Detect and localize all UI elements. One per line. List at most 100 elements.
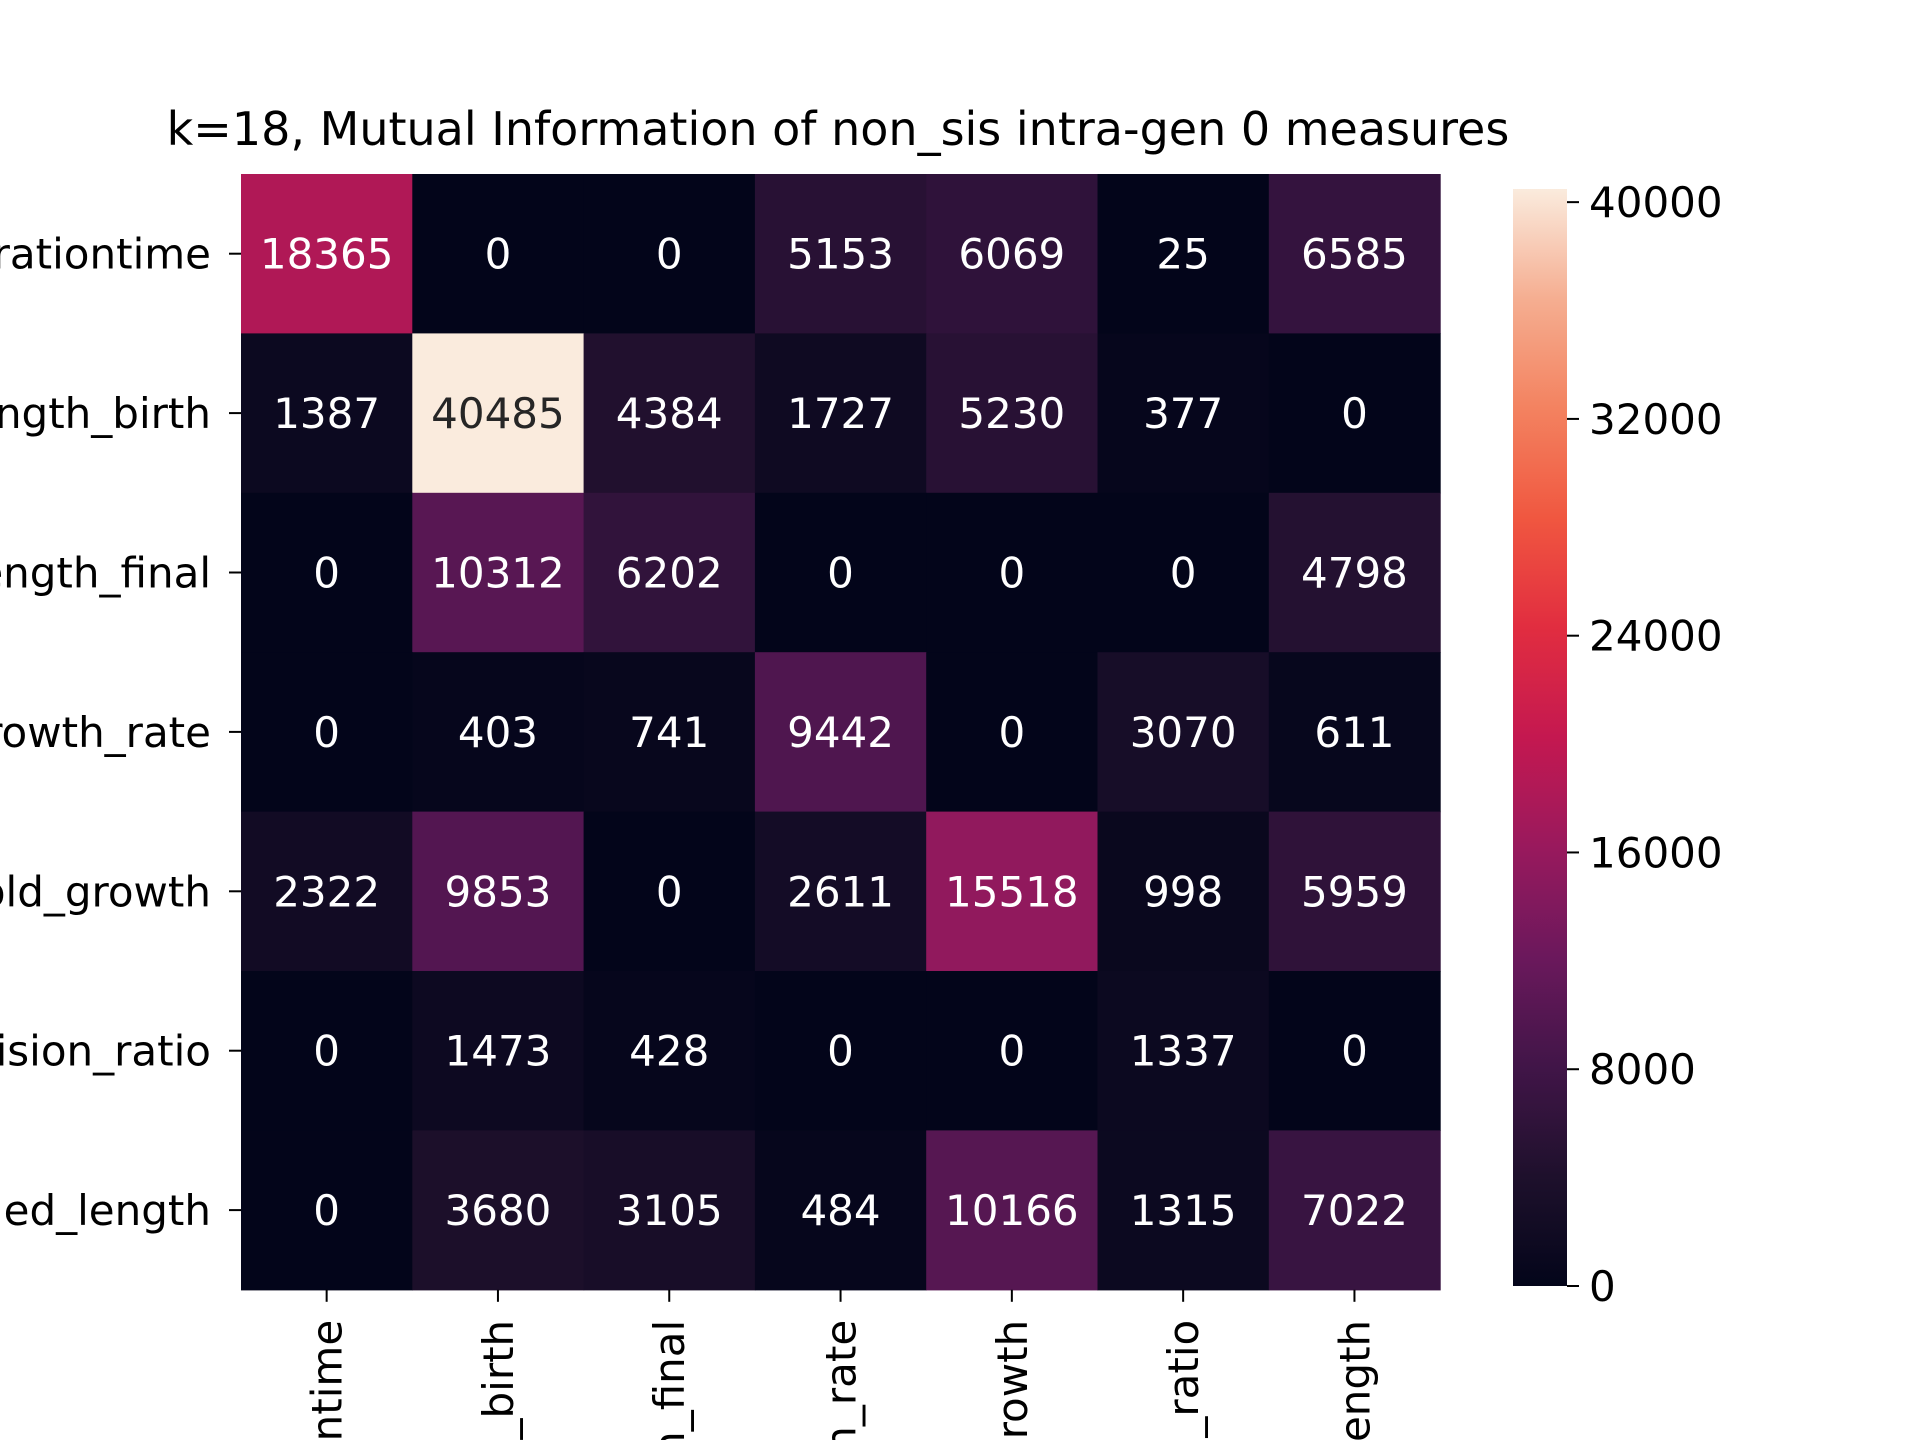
colorbar-tick-label: 40000 xyxy=(1589,178,1723,227)
heatmap-cell xyxy=(241,333,413,494)
heatmap-cell xyxy=(583,492,756,653)
cell-value-label: 1337 xyxy=(1130,1027,1237,1076)
heatmap-cell xyxy=(754,652,927,813)
heatmap-cell xyxy=(1097,174,1270,334)
heatmap-cell xyxy=(1268,333,1441,494)
y-tick-label: rationtime xyxy=(0,230,211,279)
cell-value-label: 10312 xyxy=(431,549,565,598)
cell-value-label: 0 xyxy=(313,708,340,757)
colorbar-gradient xyxy=(1513,189,1567,1286)
y-tick-label: led_length xyxy=(0,1186,211,1235)
heatmap-cell xyxy=(926,1130,1099,1291)
y-axis: rationtime ngth_birth ength_final rowth_rat… xyxy=(0,230,241,1235)
cell-value-label: 403 xyxy=(458,708,538,757)
cell-value-label: 428 xyxy=(629,1027,709,1076)
heatmap-cell xyxy=(1097,492,1270,653)
cell-value-label: 0 xyxy=(1341,1027,1368,1076)
heatmap-cell xyxy=(1097,971,1270,1131)
cell-value-label: 9853 xyxy=(445,867,552,916)
x-tick-label: h_rate xyxy=(817,1320,866,1440)
heatmap-cell xyxy=(583,811,756,972)
x-tick-label: growth xyxy=(988,1320,1037,1440)
heatmap-cell xyxy=(412,174,585,334)
heatmap-cell xyxy=(241,174,413,334)
heatmap-cell xyxy=(754,1130,927,1291)
heatmap-cell xyxy=(412,1130,585,1291)
heatmap-cell xyxy=(412,811,585,972)
colorbar-tick-label: 0 xyxy=(1589,1262,1616,1311)
cell-value-label: 0 xyxy=(827,549,854,598)
heatmap-cell xyxy=(1268,811,1441,972)
heatmap-cell xyxy=(1097,1130,1270,1291)
cell-value-label: 611 xyxy=(1314,708,1394,757)
heatmap-cell xyxy=(583,333,756,494)
cell-value-label: 1473 xyxy=(445,1027,552,1076)
heatmap-cell xyxy=(583,971,756,1131)
cell-value-label: 0 xyxy=(656,230,683,279)
cell-value-label: 0 xyxy=(998,708,1025,757)
cell-value-label: 0 xyxy=(313,1027,340,1076)
cell-value-label: 1727 xyxy=(787,389,894,438)
y-tick-label: ision_ratio xyxy=(0,1027,211,1076)
cell-value-label: 6585 xyxy=(1301,230,1408,279)
heatmap-cell xyxy=(754,811,927,972)
heatmap-cell xyxy=(1268,652,1441,813)
cell-value-label: 40485 xyxy=(431,389,565,438)
cell-value-label: 0 xyxy=(485,230,512,279)
cell-value-label: 5230 xyxy=(958,389,1065,438)
colorbar-tick-label: 16000 xyxy=(1589,828,1723,877)
heatmap-cell xyxy=(412,971,585,1131)
heatmap-cell xyxy=(583,174,756,334)
cell-value-label: 15518 xyxy=(945,867,1079,916)
heatmap-cell xyxy=(583,652,756,813)
heatmap-cell xyxy=(412,492,585,653)
heatmap-cell xyxy=(926,971,1099,1131)
cell-value-label: 4798 xyxy=(1301,549,1408,598)
heatmap-cell xyxy=(754,174,927,334)
heatmap-cell xyxy=(241,652,413,813)
cell-value-label: 6202 xyxy=(616,549,723,598)
cell-value-label: 10166 xyxy=(945,1186,1079,1235)
colorbar: 0 8000 16000 24000 32000 40000 xyxy=(1513,178,1723,1311)
heatmap-cell xyxy=(412,333,585,494)
cell-value-label: 0 xyxy=(998,1027,1025,1076)
cell-value-label: 3105 xyxy=(616,1186,723,1235)
y-tick-label: ngth_birth xyxy=(0,389,211,438)
colorbar-tick-label: 24000 xyxy=(1589,612,1723,661)
cell-value-label: 4384 xyxy=(616,389,723,438)
heatmap-cell xyxy=(583,1130,756,1291)
heatmap-cells: 18365 0 0 5153 6069 25 6585 1387 40485 4384 1727 52… xyxy=(241,174,1441,1291)
heatmap-cell xyxy=(926,174,1099,334)
heatmap-cell xyxy=(754,971,927,1131)
cell-value-label: 1387 xyxy=(273,389,380,438)
cell-value-label: 0 xyxy=(313,1186,340,1235)
heatmap-cell xyxy=(241,811,413,972)
cell-value-label: 7022 xyxy=(1301,1186,1408,1235)
cell-value-label: 2322 xyxy=(273,867,380,916)
cell-value-label: 6069 xyxy=(958,230,1065,279)
heatmap-cell xyxy=(1268,971,1441,1131)
cell-value-label: 2611 xyxy=(787,867,894,916)
colorbar-tick-label: 8000 xyxy=(1589,1045,1696,1094)
colorbar-tick-label: 32000 xyxy=(1589,395,1723,444)
chart-title: k=18, Mutual Information of non_sis intr… xyxy=(167,102,1510,156)
cell-value-label: 5153 xyxy=(787,230,894,279)
y-tick-label: rowth_rate xyxy=(0,708,211,757)
cell-value-label: 9442 xyxy=(787,708,894,757)
x-axis: ntime n_birth n_final h_rate growth n_ratio en… xyxy=(303,1289,1379,1444)
heatmap-cell xyxy=(926,811,1099,972)
cell-value-label: 25 xyxy=(1156,230,1209,279)
heatmap-cell xyxy=(412,652,585,813)
heatmap-cell xyxy=(926,492,1099,653)
heatmap-cell xyxy=(1268,174,1441,334)
cell-value-label: 1315 xyxy=(1130,1186,1237,1235)
cell-value-label: 3680 xyxy=(445,1186,552,1235)
x-tick-label: ength xyxy=(1330,1320,1379,1440)
cell-value-label: 0 xyxy=(998,549,1025,598)
heatmap-cell xyxy=(754,492,927,653)
cell-value-label: 0 xyxy=(313,549,340,598)
cell-value-label: 18365 xyxy=(260,230,394,279)
y-tick-label: ength_final xyxy=(0,549,211,598)
